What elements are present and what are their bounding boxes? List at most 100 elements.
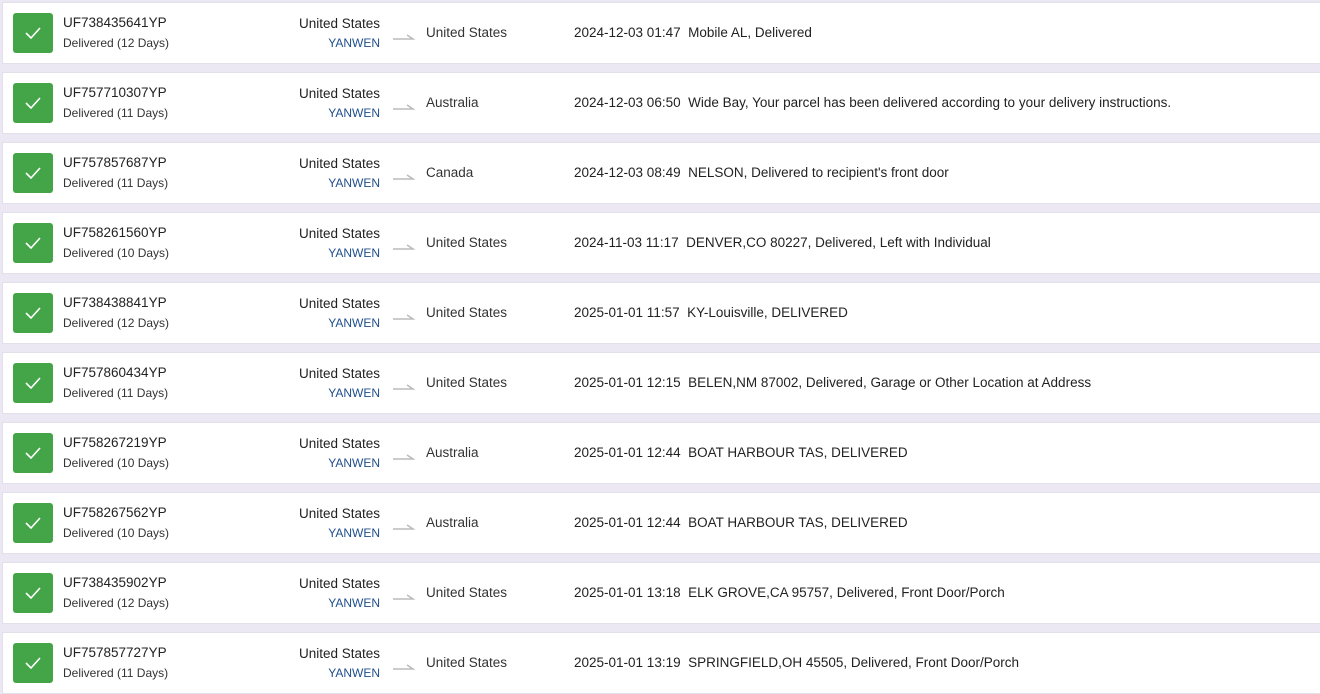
carrier-name[interactable]: YANWEN [328, 246, 380, 260]
delivery-status: Delivered (11 Days) [63, 386, 169, 400]
delivered-check-icon [13, 83, 53, 123]
arrow-right-icon [393, 309, 416, 327]
carrier-name[interactable]: YANWEN [328, 106, 380, 120]
event-time: 2024-11-03 11:17 [574, 235, 679, 250]
delivered-check-icon [13, 13, 53, 53]
event-description: Mobile AL, Delivered [688, 25, 812, 40]
arrow-right-icon [393, 99, 416, 117]
origin-country: United States [298, 226, 380, 241]
latest-event: 2025-01-01 11:57 KY-Louisville, DELIVERE… [574, 305, 848, 320]
event-description: NELSON, Delivered to recipient's front d… [688, 165, 949, 180]
shipment-row[interactable]: UF758261560YP Delivered (10 Days) United… [2, 212, 1320, 274]
latest-event: 2024-12-03 08:49 NELSON, Delivered to re… [574, 165, 949, 180]
event-time: 2024-12-03 06:50 [574, 95, 681, 110]
delivered-check-icon [13, 293, 53, 333]
event-description: KY-Louisville, DELIVERED [687, 305, 848, 320]
destination-country: United States [426, 305, 508, 320]
event-description: BELEN,NM 87002, Delivered, Garage or Oth… [688, 375, 1092, 390]
destination-country: Australia [426, 515, 479, 530]
delivery-status: Delivered (11 Days) [63, 666, 169, 680]
latest-event: 2025-01-01 12:44 BOAT HARBOUR TAS, DELIV… [574, 445, 908, 460]
origin-country: United States [298, 506, 380, 521]
shipment-row[interactable]: UF738438841YP Delivered (12 Days) United… [2, 282, 1320, 344]
event-description: ELK GROVE,CA 95757, Delivered, Front Doo… [688, 585, 1005, 600]
carrier-name[interactable]: YANWEN [328, 36, 380, 50]
arrow-right-icon [393, 519, 416, 537]
delivered-check-icon [13, 503, 53, 543]
delivered-check-icon [13, 433, 53, 473]
carrier-name[interactable]: YANWEN [328, 386, 380, 400]
delivered-check-icon [13, 643, 53, 683]
tracking-number[interactable]: UF738435902YP [63, 575, 167, 590]
delivered-check-icon [13, 223, 53, 263]
tracking-number[interactable]: UF738438841YP [63, 295, 167, 310]
delivery-status: Delivered (11 Days) [63, 106, 169, 120]
event-time: 2025-01-01 13:19 [574, 655, 681, 670]
destination-country: United States [426, 375, 508, 390]
shipment-row[interactable]: UF738435902YP Delivered (12 Days) United… [2, 562, 1320, 624]
delivery-status: Delivered (12 Days) [63, 596, 170, 610]
destination-country: Australia [426, 445, 479, 460]
delivered-check-icon [13, 153, 53, 193]
arrow-right-icon [393, 659, 416, 677]
delivery-status: Delivered (11 Days) [63, 176, 169, 190]
shipment-row[interactable]: UF757860434YP Delivered (11 Days) United… [2, 352, 1320, 414]
shipment-row[interactable]: UF758267219YP Delivered (10 Days) United… [2, 422, 1320, 484]
latest-event: 2025-01-01 13:19 SPRINGFIELD,OH 45505, D… [574, 655, 1019, 670]
arrow-right-icon [393, 379, 416, 397]
latest-event: 2025-01-01 13:18 ELK GROVE,CA 95757, Del… [574, 585, 1005, 600]
origin-country: United States [298, 16, 380, 31]
latest-event: 2025-01-01 12:15 BELEN,NM 87002, Deliver… [574, 375, 1091, 390]
event-time: 2025-01-01 12:44 [574, 445, 681, 460]
tracking-number[interactable]: UF757860434YP [63, 365, 167, 380]
tracking-number[interactable]: UF758261560YP [63, 225, 167, 240]
destination-country: United States [426, 235, 508, 250]
tracking-number[interactable]: UF758267219YP [63, 435, 167, 450]
shipment-row[interactable]: UF738435641YP Delivered (12 Days) United… [2, 2, 1320, 64]
tracking-number[interactable]: UF757710307YP [63, 85, 167, 100]
latest-event: 2025-01-01 12:44 BOAT HARBOUR TAS, DELIV… [574, 515, 908, 530]
tracking-number[interactable]: UF757857687YP [63, 155, 167, 170]
delivery-status: Delivered (10 Days) [63, 456, 170, 470]
delivery-status: Delivered (10 Days) [63, 526, 170, 540]
carrier-name[interactable]: YANWEN [328, 596, 380, 610]
shipment-row[interactable]: UF757710307YP Delivered (11 Days) United… [2, 72, 1320, 134]
arrow-right-icon [393, 449, 416, 467]
event-time: 2025-01-01 12:15 [574, 375, 681, 390]
event-time: 2024-12-03 08:49 [574, 165, 681, 180]
arrow-right-icon [393, 169, 416, 187]
destination-country: Australia [426, 95, 479, 110]
carrier-name[interactable]: YANWEN [328, 526, 380, 540]
shipment-row[interactable]: UF758267562YP Delivered (10 Days) United… [2, 492, 1320, 554]
carrier-name[interactable]: YANWEN [328, 456, 380, 470]
event-time: 2024-12-03 01:47 [574, 25, 681, 40]
delivered-check-icon [13, 573, 53, 613]
event-description: Wide Bay, Your parcel has been delivered… [688, 95, 1172, 110]
delivered-check-icon [13, 363, 53, 403]
tracking-number[interactable]: UF758267562YP [63, 505, 167, 520]
event-description: DENVER,CO 80227, Delivered, Left with In… [686, 235, 991, 250]
carrier-name[interactable]: YANWEN [328, 176, 380, 190]
event-description: BOAT HARBOUR TAS, DELIVERED [688, 515, 908, 530]
latest-event: 2024-12-03 06:50 Wide Bay, Your parcel h… [574, 95, 1171, 110]
event-time: 2025-01-01 12:44 [574, 515, 681, 530]
destination-country: United States [426, 655, 508, 670]
latest-event: 2024-11-03 11:17 DENVER,CO 80227, Delive… [574, 235, 991, 250]
destination-country: United States [426, 585, 508, 600]
destination-country: Canada [426, 165, 474, 180]
destination-country: United States [426, 25, 508, 40]
carrier-name[interactable]: YANWEN [328, 316, 380, 330]
origin-country: United States [298, 86, 380, 101]
tracking-number[interactable]: UF738435641YP [63, 15, 167, 30]
origin-country: United States [298, 366, 380, 381]
arrow-right-icon [393, 29, 416, 47]
shipment-row[interactable]: UF757857727YP Delivered (11 Days) United… [2, 632, 1320, 694]
tracking-number[interactable]: UF757857727YP [63, 645, 167, 660]
event-description: SPRINGFIELD,OH 45505, Delivered, Front D… [688, 655, 1019, 670]
arrow-right-icon [393, 239, 416, 257]
carrier-name[interactable]: YANWEN [328, 666, 380, 680]
delivery-status: Delivered (12 Days) [63, 36, 170, 50]
origin-country: United States [298, 646, 380, 661]
shipment-row[interactable]: UF757857687YP Delivered (11 Days) United… [2, 142, 1320, 204]
